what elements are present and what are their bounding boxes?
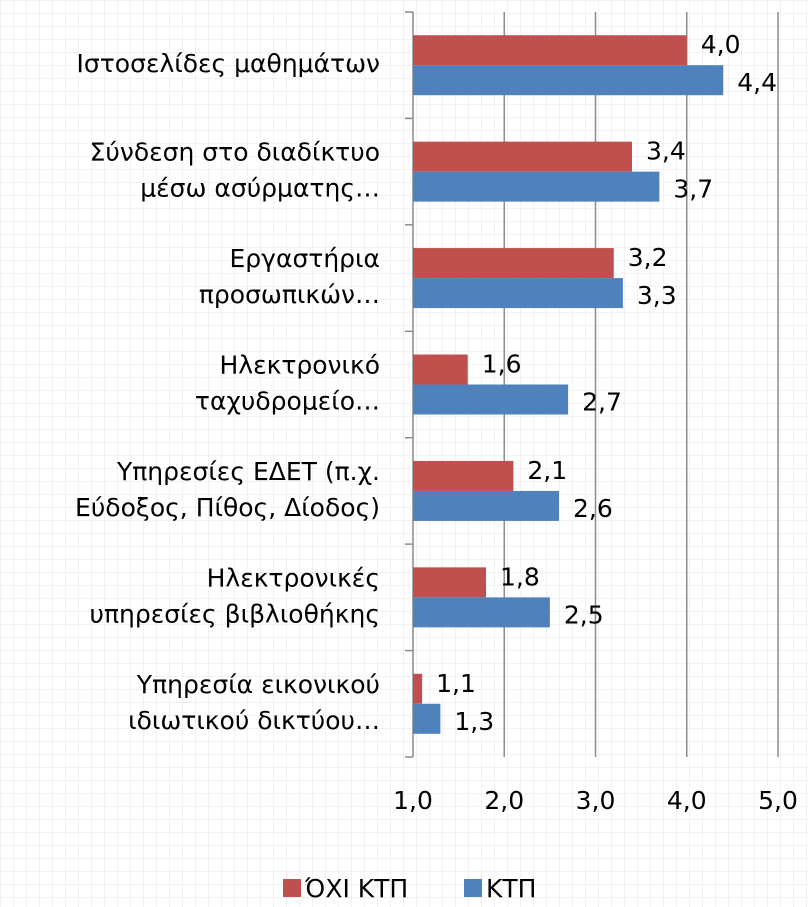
category-line: Ιστοσελίδες μαθημάτων [77, 49, 380, 78]
category-line: ταχυδρομείο… [195, 387, 380, 416]
bar [413, 384, 569, 415]
bar [413, 278, 623, 309]
category-label: Υπηρεσίες ΕΔΕΤ (π.χ. Εύδοξος, Πίθος, Δίοδ… [75, 457, 380, 522]
bar [413, 490, 559, 521]
category-line: Ηλεκτρονικό [219, 351, 380, 380]
bar [413, 703, 441, 734]
legend-swatch [464, 879, 482, 897]
value-label: 1,3 [454, 707, 494, 736]
value-label: 2,5 [564, 600, 604, 629]
legend-swatch [283, 879, 301, 897]
value-label: 1,1 [436, 669, 476, 698]
bar [413, 460, 514, 491]
bar [413, 673, 423, 704]
value-label: 1,6 [482, 350, 522, 379]
x-tick-label: 2,0 [484, 786, 524, 815]
category-line: Υπηρεσίες ΕΔΕΤ (π.χ. [116, 457, 380, 486]
value-label: 2,6 [573, 494, 613, 523]
bar [413, 141, 632, 172]
x-tick-label: 3,0 [576, 786, 616, 815]
category-line: Υπηρεσία εικονικού [136, 670, 380, 699]
x-tick-label: 5,0 [758, 786, 798, 815]
value-label: 4,4 [737, 68, 777, 97]
value-label: 2,1 [527, 456, 567, 485]
category-line: Εργαστήρια [230, 244, 381, 273]
category-line: μέσω ασύρματης… [140, 174, 380, 203]
bar [413, 248, 614, 279]
value-label: 2,7 [582, 388, 622, 417]
value-label: 3,2 [628, 243, 668, 272]
category-line: υπηρεσίες βιβλιοθήκης [90, 599, 381, 628]
category-label: Ιστοσελίδες μαθημάτων [77, 49, 380, 78]
value-label: 1,8 [500, 562, 540, 591]
category-line: Ηλεκτρονικές [207, 563, 380, 592]
bar [413, 35, 687, 66]
category-line: Εύδοξος, Πίθος, Δίοδος) [75, 493, 380, 522]
category-label: Ηλεκτρονικό ταχυδρομείο… [195, 351, 380, 416]
value-label: 3,3 [637, 281, 677, 310]
value-label: 3,4 [646, 137, 686, 166]
category-line: Σύνδεση στο διαδίκτυο [90, 138, 380, 167]
value-label: 3,7 [673, 175, 713, 204]
category-label: Ηλεκτρονικές υπηρεσίες βιβλιοθήκης [90, 563, 381, 628]
category-line: προσωπικών… [199, 280, 380, 309]
bar [413, 597, 550, 628]
category-label: Εργαστήρια προσωπικών… [199, 244, 380, 309]
bar [413, 354, 468, 385]
bar [413, 65, 724, 96]
legend-label: ΚΤΠ [486, 874, 536, 903]
x-tick-label: 4,0 [667, 786, 707, 815]
category-label: Υπηρεσία εικονικού ιδιωτικού δικτύου… [128, 670, 380, 735]
bar [413, 567, 486, 598]
bar [413, 171, 660, 202]
x-tick-label: 1,0 [393, 786, 433, 815]
category-label: Σύνδεση στο διαδίκτυο μέσω ασύρματης… [90, 138, 380, 203]
legend-label: ΌΧΙ ΚΤΠ [304, 874, 408, 903]
value-label: 4,0 [701, 30, 741, 59]
category-line: ιδιωτικού δικτύου… [128, 706, 380, 735]
